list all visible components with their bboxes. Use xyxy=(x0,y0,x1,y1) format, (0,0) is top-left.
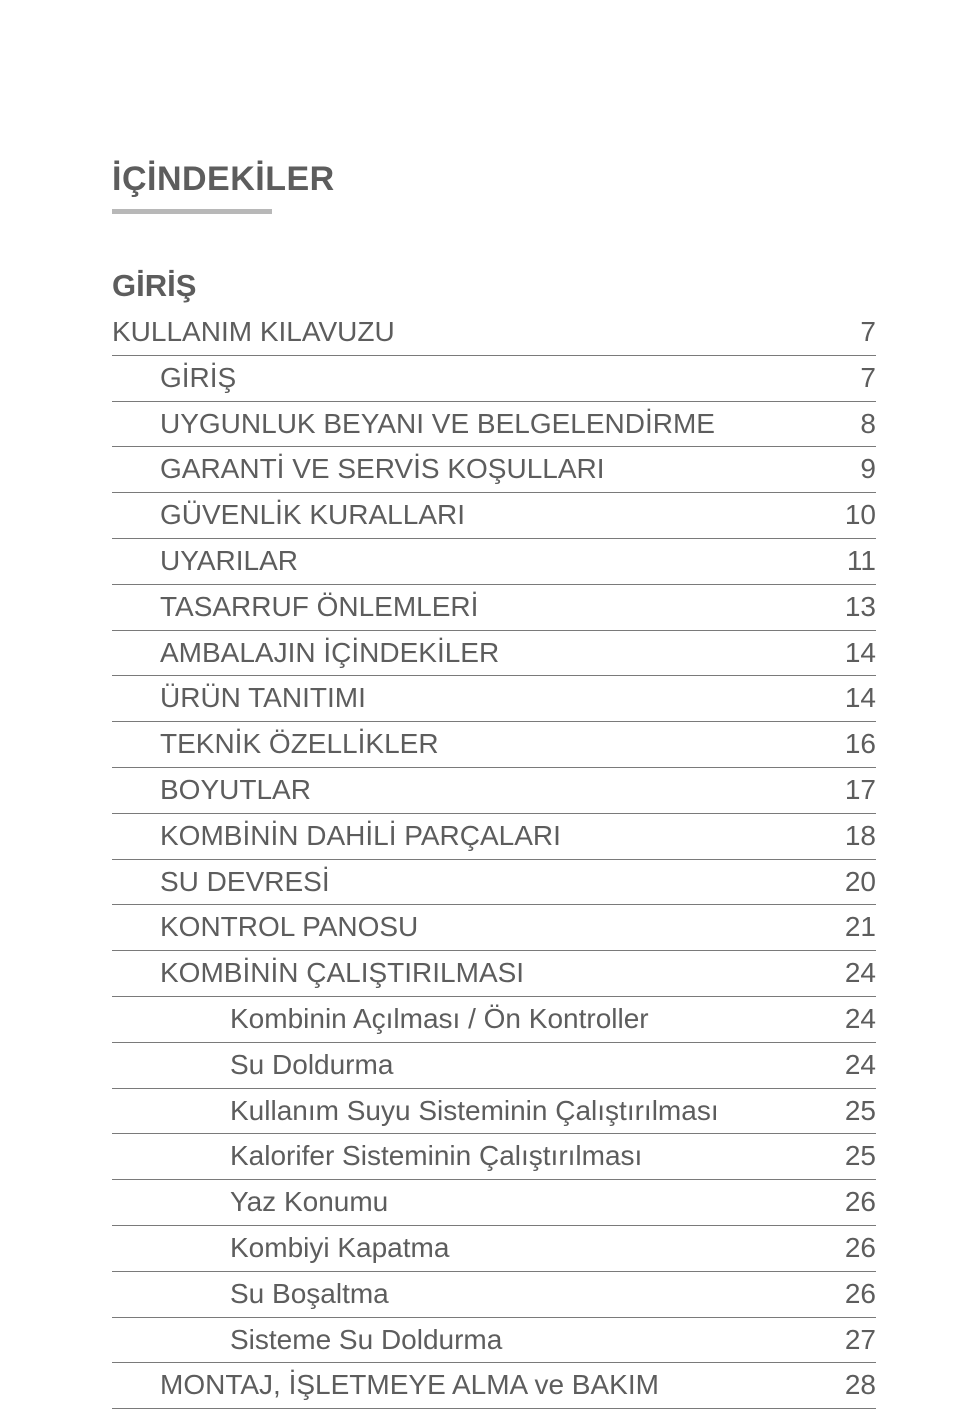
toc-label: Kullanım Suyu Sisteminin Çalıştırılması xyxy=(112,1092,825,1130)
toc-row: Kombiyi Kapatma26 xyxy=(112,1226,876,1272)
toc-row: Kullanım Suyu Sisteminin Çalıştırılması2… xyxy=(112,1089,876,1135)
toc-row: KOMBİNİN ÇALIŞTIRILMASI24 xyxy=(112,951,876,997)
toc-page-number: 8 xyxy=(840,408,876,440)
toc-row: Kalorifer Sisteminin Çalıştırılması25 xyxy=(112,1134,876,1180)
toc-row: Su Boşaltma26 xyxy=(112,1272,876,1318)
table-of-contents: KULLANIM KILAVUZU7GİRİŞ7UYGUNLUK BEYANI … xyxy=(112,310,876,1409)
toc-row: AMBALAJIN İÇİNDEKİLER14 xyxy=(112,631,876,677)
toc-label: GİRİŞ xyxy=(112,359,840,397)
toc-row: GARANTİ VE SERVİS KOŞULLARI9 xyxy=(112,447,876,493)
toc-row: BOYUTLAR17 xyxy=(112,768,876,814)
page: İÇİNDEKİLER GİRİŞ KULLANIM KILAVUZU7GİRİ… xyxy=(0,0,960,1409)
toc-page-number: 26 xyxy=(825,1186,876,1218)
toc-page-number: 20 xyxy=(825,866,876,898)
toc-label: UYGUNLUK BEYANI VE BELGELENDİRME xyxy=(112,405,840,443)
toc-page-number: 25 xyxy=(825,1095,876,1127)
toc-page-number: 10 xyxy=(825,499,876,531)
toc-label: Sisteme Su Doldurma xyxy=(112,1321,825,1359)
toc-row: TASARRUF ÖNLEMLERİ13 xyxy=(112,585,876,631)
toc-page-number: 21 xyxy=(825,911,876,943)
toc-page-number: 25 xyxy=(825,1140,876,1172)
toc-row: ÜRÜN TANITIMI14 xyxy=(112,676,876,722)
title-underline xyxy=(112,209,272,214)
toc-label: Yaz Konumu xyxy=(112,1183,825,1221)
toc-row: GİRİŞ7 xyxy=(112,356,876,402)
toc-label: SU DEVRESİ xyxy=(112,863,825,901)
toc-page-number: 7 xyxy=(840,316,876,348)
toc-label: KOMBİNİN ÇALIŞTIRILMASI xyxy=(112,954,825,992)
toc-page-number: 24 xyxy=(825,957,876,989)
toc-label: GÜVENLİK KURALLARI xyxy=(112,496,825,534)
toc-label: Su Doldurma xyxy=(112,1046,825,1084)
toc-label: TEKNİK ÖZELLİKLER xyxy=(112,725,825,763)
toc-page-number: 24 xyxy=(825,1003,876,1035)
toc-row: TEKNİK ÖZELLİKLER16 xyxy=(112,722,876,768)
toc-label: UYARILAR xyxy=(112,542,827,580)
toc-page-number: 14 xyxy=(825,637,876,669)
toc-label: BOYUTLAR xyxy=(112,771,825,809)
toc-page-number: 27 xyxy=(825,1324,876,1356)
toc-row: Su Doldurma24 xyxy=(112,1043,876,1089)
section-heading: GİRİŞ xyxy=(112,268,876,304)
toc-page-number: 18 xyxy=(825,820,876,852)
toc-page-number: 26 xyxy=(825,1278,876,1310)
toc-page-number: 9 xyxy=(840,453,876,485)
toc-page-number: 24 xyxy=(825,1049,876,1081)
toc-label: KONTROL PANOSU xyxy=(112,908,825,946)
toc-page-number: 16 xyxy=(825,728,876,760)
toc-page-number: 7 xyxy=(840,362,876,394)
toc-page-number: 26 xyxy=(825,1232,876,1264)
toc-row: KULLANIM KILAVUZU7 xyxy=(112,310,876,356)
toc-row: KONTROL PANOSU21 xyxy=(112,905,876,951)
toc-label: KOMBİNİN DAHİLİ PARÇALARI xyxy=(112,817,825,855)
toc-label: Su Boşaltma xyxy=(112,1275,825,1313)
toc-row: UYGUNLUK BEYANI VE BELGELENDİRME8 xyxy=(112,402,876,448)
toc-label: Kalorifer Sisteminin Çalıştırılması xyxy=(112,1137,825,1175)
toc-page-number: 11 xyxy=(827,545,876,577)
toc-label: MONTAJ, İŞLETMEYE ALMA ve BAKIM xyxy=(112,1366,825,1404)
toc-row: Kombinin Açılması / Ön Kontroller24 xyxy=(112,997,876,1043)
toc-page-number: 13 xyxy=(825,591,876,623)
toc-label: KULLANIM KILAVUZU xyxy=(112,313,840,351)
toc-row: Yaz Konumu26 xyxy=(112,1180,876,1226)
toc-page-number: 17 xyxy=(825,774,876,806)
toc-label: TASARRUF ÖNLEMLERİ xyxy=(112,588,825,626)
toc-label: GARANTİ VE SERVİS KOŞULLARI xyxy=(112,450,840,488)
toc-row: UYARILAR11 xyxy=(112,539,876,585)
toc-label: Kombiyi Kapatma xyxy=(112,1229,825,1267)
page-title: İÇİNDEKİLER xyxy=(112,160,876,199)
toc-row: GÜVENLİK KURALLARI10 xyxy=(112,493,876,539)
toc-label: Kombinin Açılması / Ön Kontroller xyxy=(112,1000,825,1038)
toc-row: Sisteme Su Doldurma27 xyxy=(112,1318,876,1364)
toc-row: KOMBİNİN DAHİLİ PARÇALARI18 xyxy=(112,814,876,860)
toc-label: AMBALAJIN İÇİNDEKİLER xyxy=(112,634,825,672)
toc-label: ÜRÜN TANITIMI xyxy=(112,679,825,717)
toc-page-number: 14 xyxy=(825,682,876,714)
toc-row: MONTAJ, İŞLETMEYE ALMA ve BAKIM28 xyxy=(112,1363,876,1409)
toc-row: SU DEVRESİ20 xyxy=(112,860,876,906)
toc-page-number: 28 xyxy=(825,1369,876,1401)
